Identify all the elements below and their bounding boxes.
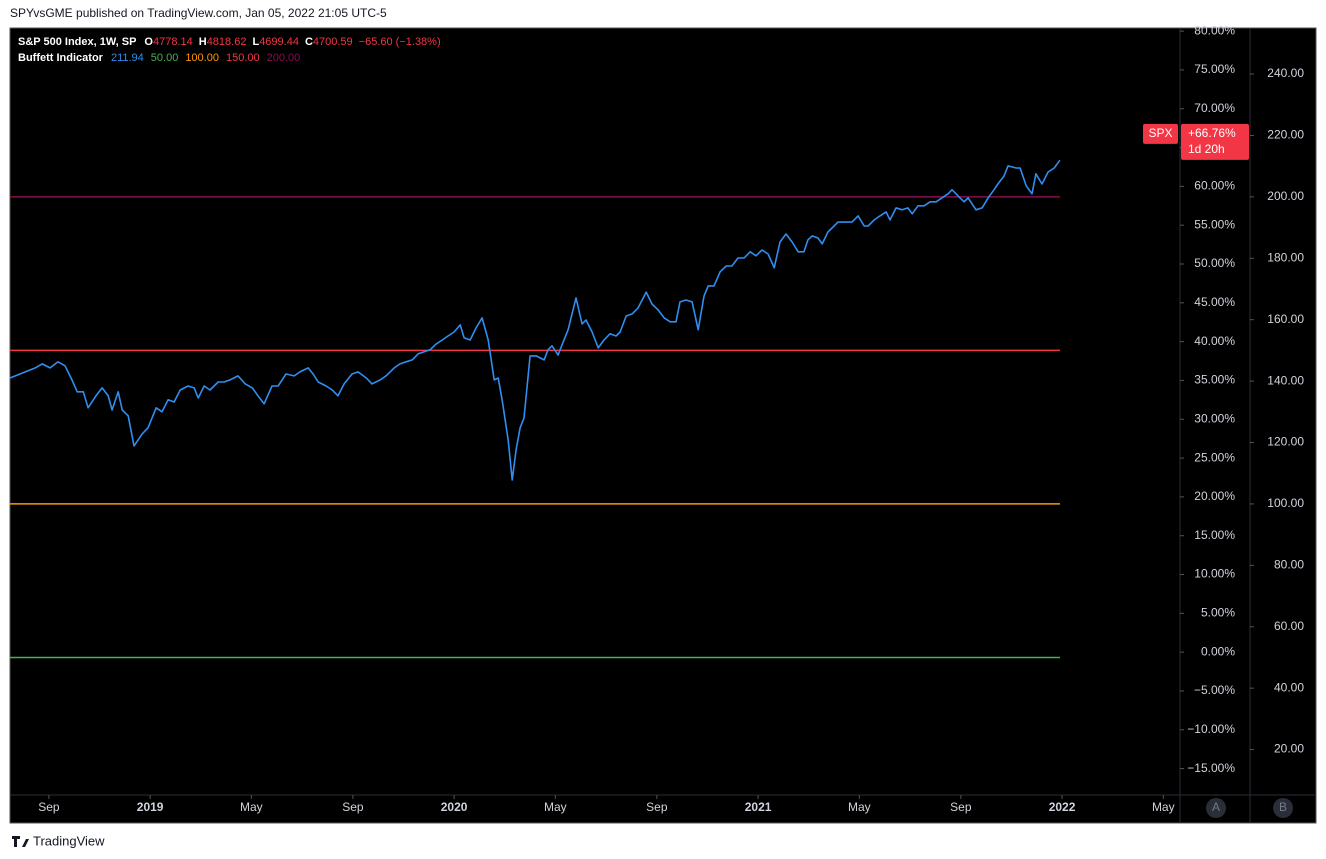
x-tick-label: 2020 [441,800,468,814]
legend-text: 4700.59 [313,36,353,48]
y2-tick-label: 50.00% [1194,256,1235,270]
axis-button-label: B [1279,800,1287,814]
x-tick-label: Sep [38,800,60,814]
x-tick-label: May [1152,800,1175,814]
y-tick-label: 220.00 [1267,128,1304,142]
legend-text: 4818.62 [207,36,247,48]
x-tick-label: Sep [342,800,364,814]
x-tick-label: 2019 [137,800,164,814]
y-tick-label: 100.00 [1267,496,1304,510]
tag-box [1143,123,1178,144]
x-tick-label: Sep [646,800,668,814]
legend-text: 200.00 [267,52,301,64]
y-tick-label: 20.00 [1274,742,1304,756]
y-tick-label: 120.00 [1267,435,1304,449]
y2-tick-label: 20.00% [1194,489,1235,503]
y-tick-label: 60.00 [1274,619,1304,633]
tag-countdown: 1d 20h [1188,142,1225,156]
y-tick-label: 160.00 [1267,312,1304,326]
y2-tick-label: 60.00% [1194,179,1235,193]
legend-text: 4778.14 [153,36,193,48]
x-tick-label: 2021 [745,800,772,814]
x-tick-label: May [544,800,567,814]
y2-tick-label: −5.00% [1194,683,1235,697]
chart-frame [9,27,1317,824]
legend-text: C [305,36,313,48]
x-tick-label: May [848,800,871,814]
y2-tick-label: −15.00% [1187,761,1235,775]
tag-symbol: SPX [1148,126,1172,140]
y2-tick-label: 35.00% [1194,373,1235,387]
legend-text: −65.60 (−1.38%) [359,36,441,48]
tradingview-logo [12,836,29,847]
y2-tick-label: −10.00% [1187,722,1235,736]
footer-brand: TradingView [33,833,105,848]
legend-text: 150.00 [226,52,260,64]
legend-text: H [199,36,207,48]
y2-tick-label: 75.00% [1194,62,1235,76]
axis-button[interactable] [1273,798,1293,818]
y-tick-label: 40.00 [1274,680,1304,694]
legend-text: S&P 500 Index, 1W, SP [18,36,136,48]
axis-button-label: A [1212,800,1220,814]
x-tick-label: 2022 [1049,800,1076,814]
legend-text: 50.00 [151,52,179,64]
legend-text: O [144,36,153,48]
y2-tick-label: 10.00% [1194,567,1235,581]
y-tick-label: 80.00 [1274,558,1304,572]
legend-text: Buffett Indicator [18,52,104,64]
y2-tick-label: 5.00% [1201,606,1235,620]
tag-box [1181,123,1249,160]
y-tick-label: 240.00 [1267,66,1304,80]
axis-button[interactable] [1206,798,1226,818]
y-tick-label: 200.00 [1267,189,1304,203]
y-tick-label: 180.00 [1267,250,1304,264]
y2-tick-label: 30.00% [1194,411,1235,425]
series-line [9,159,1061,481]
y2-tick-label: 40.00% [1194,334,1235,348]
y2-tick-label: 80.00% [1194,23,1235,37]
tag-change: +66.76% [1188,126,1236,140]
y2-tick-label: 25.00% [1194,450,1235,464]
published-note: SPYvsGME published on TradingView.com, J… [10,6,387,20]
y2-tick-label: 15.00% [1194,528,1235,542]
y2-tick-label: 0.00% [1201,644,1235,658]
legend-text: 4699.44 [259,36,299,48]
y2-tick-label: 45.00% [1194,295,1235,309]
x-tick-label: Sep [950,800,972,814]
y2-tick-label: 55.00% [1194,217,1235,231]
x-tick-label: May [240,800,263,814]
legend-text: 211.94 [111,52,144,64]
y2-tick-label: 70.00% [1194,101,1235,115]
legend-text: 100.00 [185,52,219,64]
legend-text: L [252,36,259,48]
y-tick-label: 140.00 [1267,373,1304,387]
